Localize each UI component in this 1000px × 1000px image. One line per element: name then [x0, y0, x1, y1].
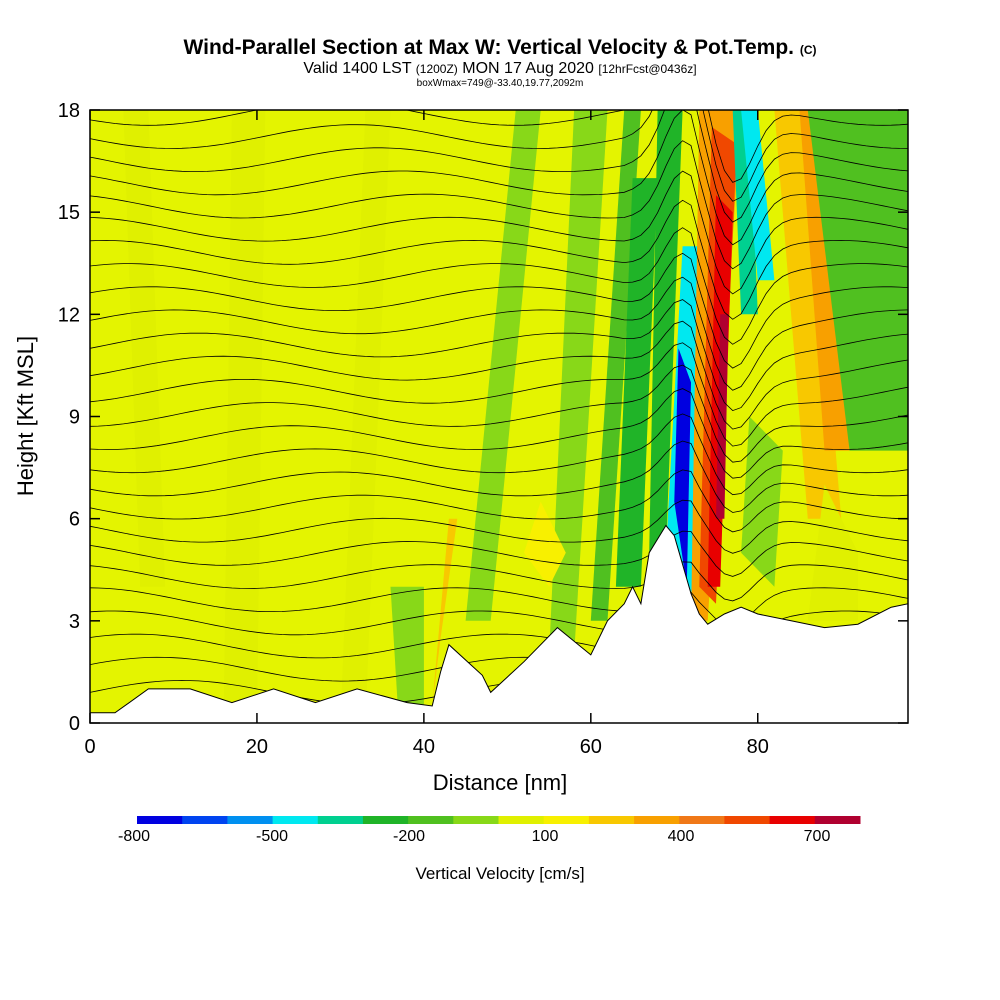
- valid-prefix: Valid 1400 LST: [303, 60, 412, 77]
- colorbar-swatch: [137, 816, 183, 824]
- isentrope-line: [90, 140, 908, 270]
- x-axis-label: Distance [nm]: [433, 770, 568, 795]
- colorbar-swatch: [227, 816, 274, 824]
- isentrope-line: [90, 342, 908, 447]
- velocity-contour-region: [807, 110, 908, 451]
- colorbar-swatch: [272, 816, 319, 824]
- colorbar-tick-label: 100: [531, 828, 559, 845]
- velocity-contour-region: [741, 416, 783, 587]
- velocity-contour-region: [223, 110, 266, 723]
- y-tick-label: 15: [58, 202, 80, 224]
- x-tick-label: 20: [246, 736, 268, 758]
- forecast-info: [12hrFcst@0436z]: [598, 62, 697, 76]
- velocity-contour-region: [340, 110, 391, 723]
- y-tick-label: 6: [69, 509, 80, 531]
- isentrope-line: [90, 299, 908, 412]
- x-tick-label: 40: [413, 736, 435, 758]
- x-tick-label: 60: [580, 736, 602, 758]
- colorbar-tick-label: 400: [667, 828, 695, 845]
- colorbar-swatch: [769, 816, 816, 824]
- isentrope-line: [90, 110, 908, 246]
- box-info: boxWmax=749@-33.40,19.77,2092m: [416, 78, 584, 89]
- colorbar-swatch: [498, 816, 545, 824]
- colorbar-swatch: [408, 816, 454, 824]
- colorbar-swatch: [543, 816, 590, 824]
- colorbar-swatch: [588, 816, 635, 824]
- colorbar-swatch: [724, 816, 771, 824]
- colorbar-tick-label: -800: [117, 828, 151, 845]
- y-tick-label: 9: [69, 407, 80, 429]
- isentrope-line: [90, 227, 908, 345]
- x-tick-label: 0: [84, 736, 95, 758]
- colorbar-swatch: [362, 816, 409, 824]
- colorbar-swatch: [317, 816, 364, 824]
- colorbar-title: Vertical Velocity [cm/s]: [415, 864, 585, 883]
- colorbar-tick-label: 700: [803, 828, 831, 845]
- velocity-contour-region: [615, 178, 658, 587]
- chart-title-text: Wind-Parallel Section at Max W: Vertical…: [183, 36, 794, 59]
- isentrope-line: [90, 276, 908, 391]
- velocity-contour-region: [649, 110, 683, 553]
- isentrope-line: [90, 199, 908, 320]
- colorbar-tick-label: -500: [255, 828, 289, 845]
- velocity-contour-region: [741, 110, 775, 281]
- isentrope-line: [90, 110, 908, 183]
- x-tick-label: 80: [747, 736, 769, 758]
- y-tick-label: 18: [58, 100, 80, 122]
- colorbar-swatch: [182, 816, 228, 824]
- isentrope-line: [90, 110, 908, 223]
- colorbar-swatch: [814, 816, 861, 824]
- velocity-contour-region: [123, 110, 166, 587]
- copyright-mark: (C): [799, 43, 817, 57]
- isentrope-line: [90, 440, 908, 513]
- isentrope-line: [90, 252, 908, 369]
- isentrope-line: [90, 413, 908, 496]
- isentrope-line: [90, 364, 908, 463]
- isentrope-line: [90, 469, 908, 533]
- valid-utc: (1200Z): [415, 62, 458, 76]
- velocity-contour-region: [732, 110, 758, 315]
- isentrope-line: [90, 561, 908, 602]
- y-tick-label: 3: [69, 611, 80, 633]
- isentrope-line: [90, 388, 908, 479]
- isentrope-line: [90, 530, 908, 577]
- isentrope-line: [90, 320, 908, 430]
- y-tick-label: 0: [69, 713, 80, 735]
- colorbar-swatch: [453, 816, 499, 824]
- isentrope-line: [90, 110, 908, 202]
- isentrope-line: [90, 170, 908, 295]
- chart-title: Wind-Parallel Section at Max W: Vertical…: [0, 36, 1000, 60]
- colorbar-swatch: [679, 816, 725, 824]
- isentrope-line: [90, 587, 908, 627]
- colorbar-tick-label: -200: [392, 828, 426, 845]
- y-axis-label: Height [Kft MSL]: [13, 336, 38, 496]
- velocity-contour-region: [524, 501, 566, 587]
- y-tick-label: 12: [58, 304, 80, 326]
- valid-date: MON 17 Aug 2020: [462, 60, 594, 77]
- isentrope-line: [90, 499, 908, 554]
- velocity-contour-region: [674, 348, 691, 587]
- valid-time-line: Valid 1400 LST (1200Z) MON 17 Aug 2020 […: [0, 60, 1000, 78]
- terrain-mask: [90, 524, 908, 723]
- velocity-contour-region: [590, 110, 641, 621]
- velocity-contour-region: [807, 484, 858, 621]
- colorbar-swatch: [634, 816, 680, 824]
